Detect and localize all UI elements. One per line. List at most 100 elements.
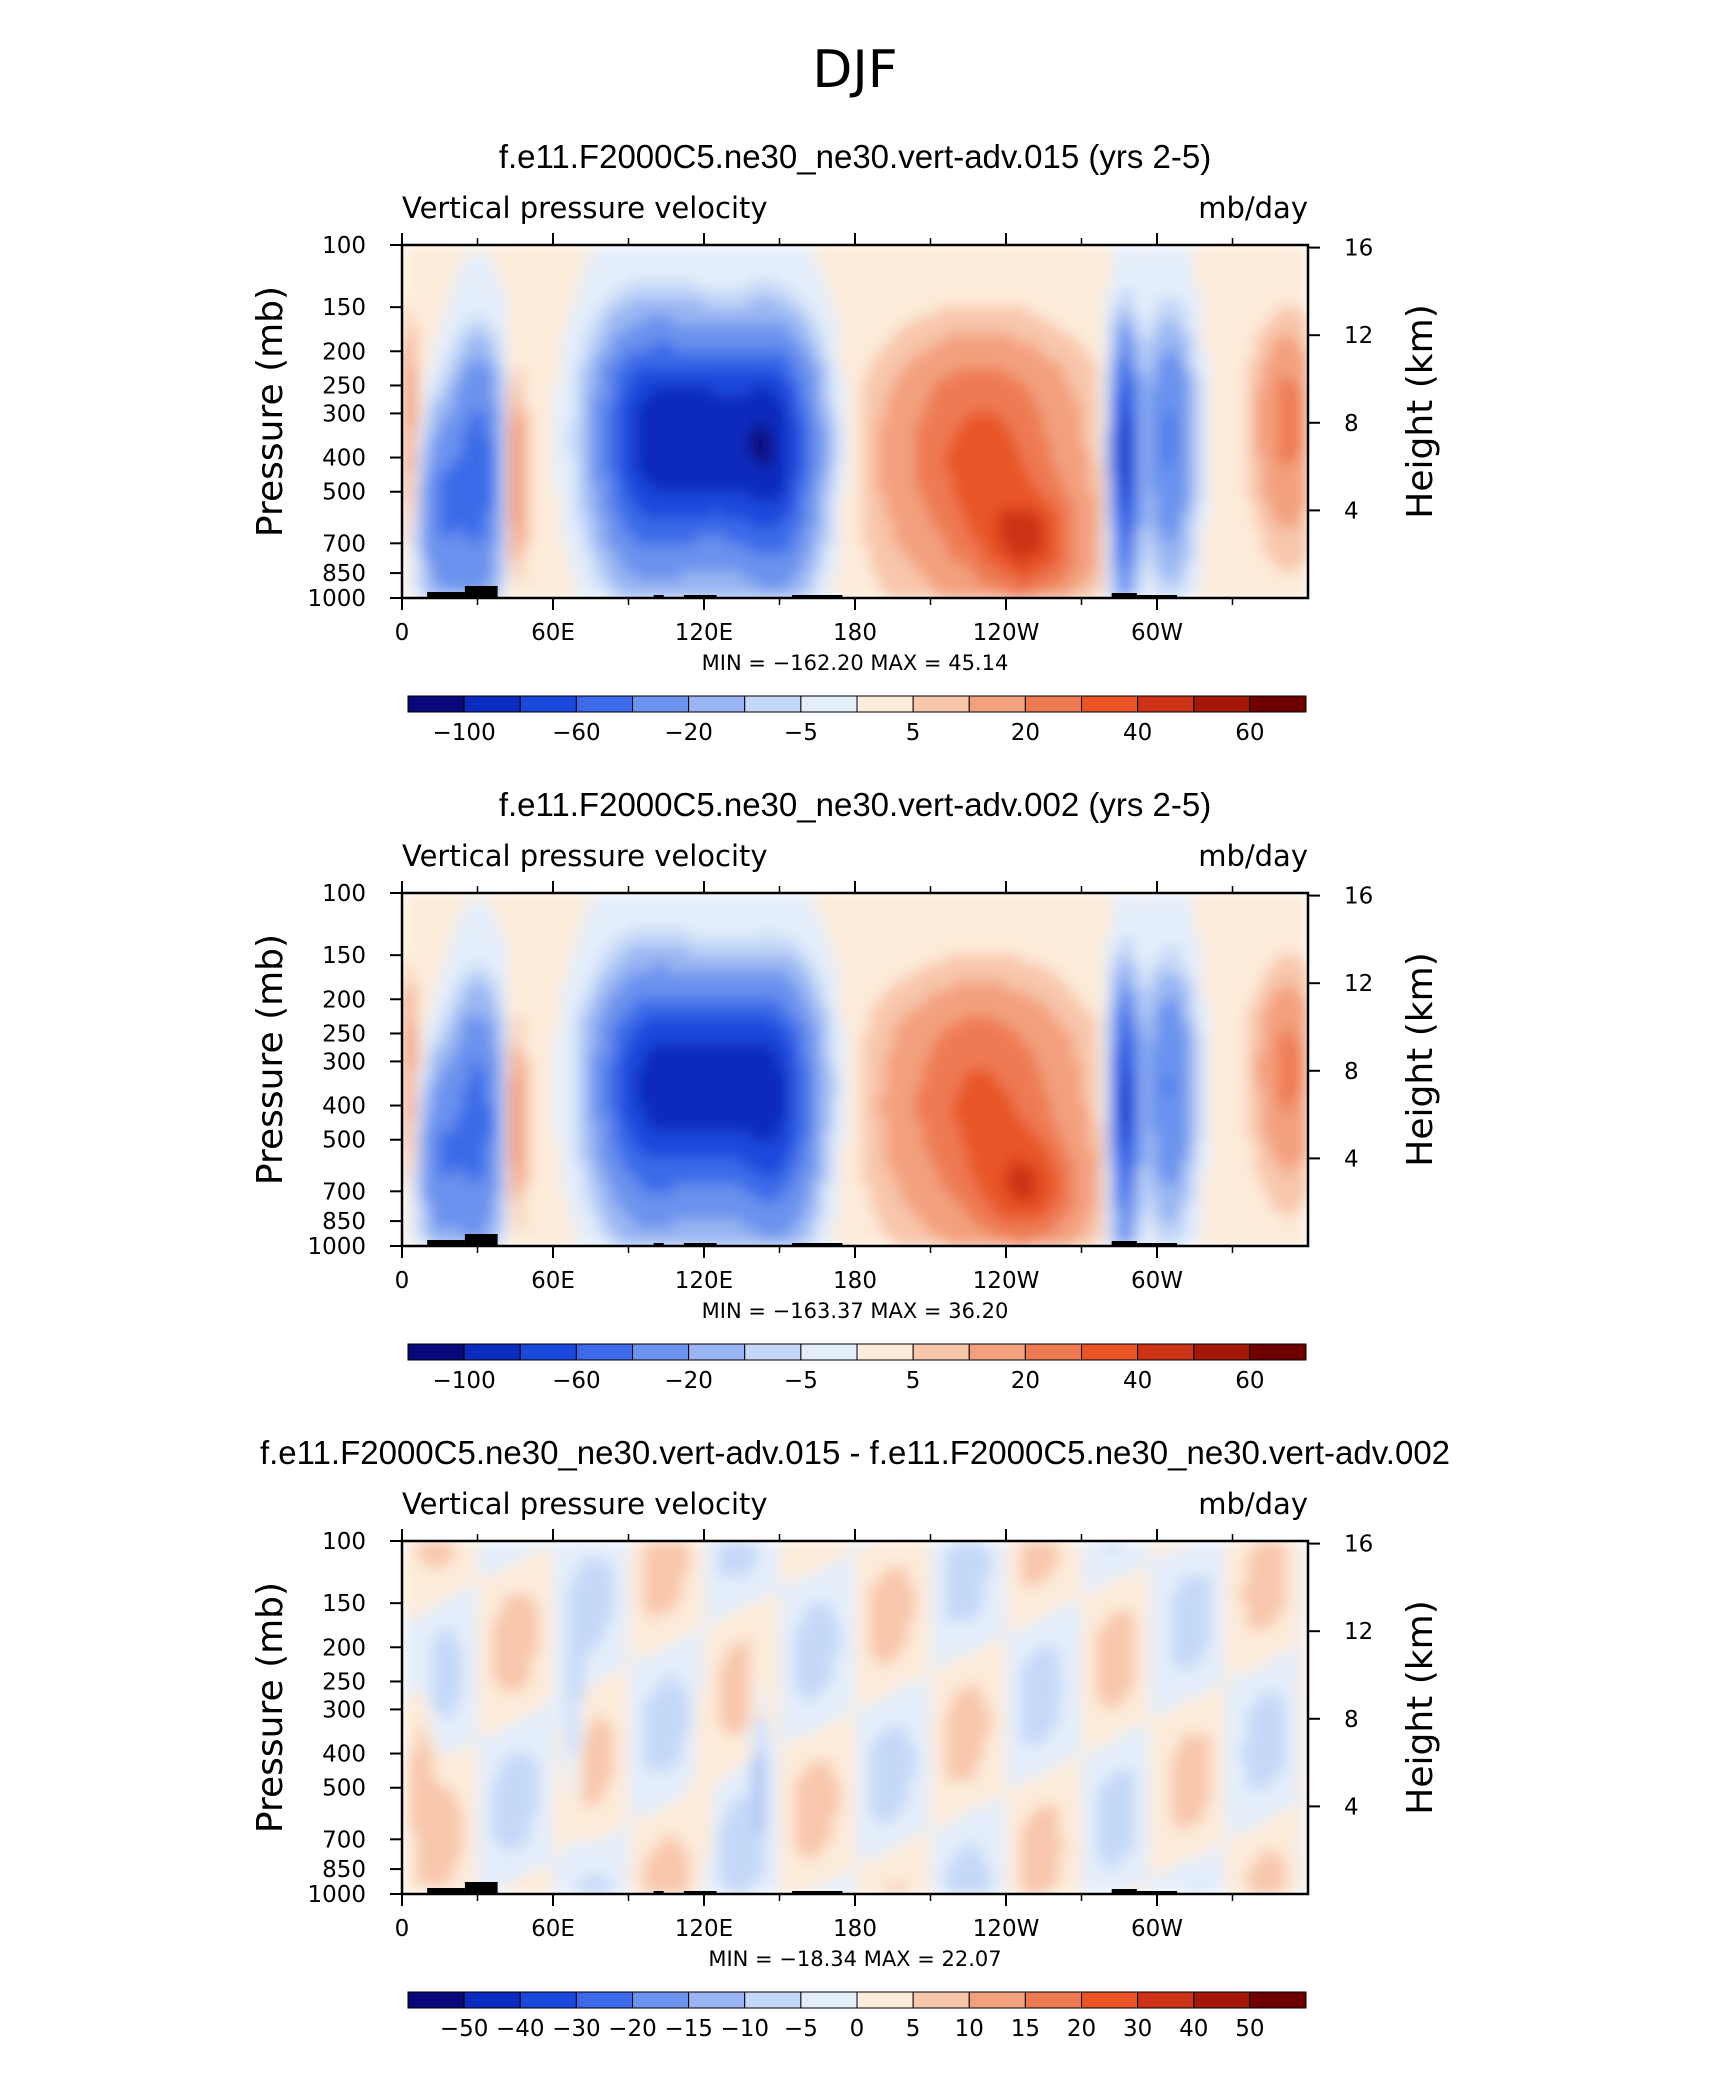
field-cells: [402, 1541, 1308, 1894]
x-tick-label: 0: [395, 1916, 410, 1942]
y-tick-label: 700: [322, 531, 366, 557]
x-tick-label: 60W: [1131, 620, 1183, 646]
y-tick-label: 700: [322, 1827, 366, 1853]
y-tick-label: 500: [322, 1776, 366, 1802]
colorbar-label: 0: [850, 2016, 865, 2042]
field-cells: [402, 893, 1308, 1246]
y-tick-label: 100: [322, 233, 366, 259]
y-tick-label: 200: [322, 987, 366, 1013]
topography: [427, 1234, 1178, 1246]
panel-1: f.e11.F2000C5.ne30_ne30.vert-adv.015 (yr…: [250, 138, 1441, 746]
x-tick-label: 120E: [675, 620, 733, 646]
colorbar-label: −5: [784, 1368, 818, 1394]
y-tick-label: 500: [322, 1128, 366, 1154]
y-tick-label: 200: [322, 339, 366, 365]
colorbar-label: 20: [1011, 1368, 1040, 1394]
topography: [427, 1882, 1178, 1894]
variable-label: Vertical pressure velocity: [402, 1487, 768, 1521]
x-tick-label: 60W: [1131, 1268, 1183, 1294]
colorbar: −100 −60 −20 −5 5 20 40 60: [407, 695, 1307, 746]
colorbar-label: −15: [664, 2016, 713, 2042]
colorbar-label: −60: [552, 720, 601, 746]
colorbar-label: 10: [955, 2016, 984, 2042]
y-tick-label: 300: [322, 1697, 366, 1723]
colorbar-label: −20: [608, 2016, 657, 2042]
y2-tick-label: 16: [1344, 236, 1373, 262]
y2-axis-label: Height (km): [1400, 304, 1441, 518]
y-tick-label: 250: [322, 1669, 366, 1695]
panel-title: f.e11.F2000C5.ne30_ne30.vert-adv.015 - f…: [260, 1434, 1450, 1471]
colorbar: −100 −60 −20 −5 5 20 40 60: [407, 1343, 1307, 1394]
y-tick-label: 850: [322, 1209, 366, 1235]
y-tick-label: 850: [322, 1857, 366, 1883]
x-tick-label: 180: [833, 1268, 877, 1294]
colorbar-label: 20: [1067, 2016, 1096, 2042]
y-tick-label: 400: [322, 446, 366, 472]
variable-label: Vertical pressure velocity: [402, 191, 768, 225]
y-tick-label: 100: [322, 881, 366, 907]
figure-title: DJF: [812, 40, 898, 100]
y2-tick-label: 8: [1344, 1059, 1359, 1085]
y-tick-label: 150: [322, 943, 366, 969]
y2-tick-label: 8: [1344, 411, 1359, 437]
y-tick-label: 850: [322, 561, 366, 587]
colorbar-label: −100: [433, 720, 496, 746]
y-tick-label: 1000: [307, 586, 366, 612]
y2-tick-label: 16: [1344, 884, 1373, 910]
colorbar-label: −60: [552, 1368, 601, 1394]
x-tick-label: 60E: [531, 1268, 575, 1294]
panel-3: f.e11.F2000C5.ne30_ne30.vert-adv.015 - f…: [250, 1434, 1450, 2042]
topography: [427, 586, 1178, 598]
y-tick-label: 100: [322, 1529, 366, 1555]
colorbar-label: −5: [784, 2016, 818, 2042]
y-tick-label: 150: [322, 295, 366, 321]
colorbar-label: 50: [1235, 2016, 1264, 2042]
y2-axis-label: Height (km): [1400, 952, 1441, 1166]
y2-tick-label: 12: [1344, 971, 1373, 997]
units-label: mb/day: [1198, 191, 1308, 225]
y-tick-label: 700: [322, 1179, 366, 1205]
colorbar-label: 40: [1179, 2016, 1208, 2042]
units-label: mb/day: [1198, 1487, 1308, 1521]
y-axis-label: Pressure (mb): [250, 934, 291, 1185]
y-tick-label: 300: [322, 1049, 366, 1075]
panel-title: f.e11.F2000C5.ne30_ne30.vert-adv.015 (yr…: [499, 138, 1211, 175]
colorbar-label: 15: [1011, 2016, 1040, 2042]
colorbar: −50 −40 −30 −20 −15 −10 −5 0 5 10 15 20 30 40 50: [407, 1991, 1307, 2042]
y2-tick-label: 12: [1344, 1619, 1373, 1645]
colorbar-label: −40: [496, 2016, 545, 2042]
units-label: mb/day: [1198, 839, 1308, 873]
x-tick-label: 120W: [973, 1268, 1040, 1294]
y2-tick-label: 12: [1344, 323, 1373, 349]
y2-tick-label: 4: [1344, 1794, 1359, 1820]
y-tick-label: 1000: [307, 1882, 366, 1908]
colorbar-label: 60: [1235, 720, 1264, 746]
y-tick-label: 300: [322, 401, 366, 427]
min-max-stats: MIN = −18.34 MAX = 22.07: [708, 1947, 1001, 1971]
x-tick-label: 60W: [1131, 1916, 1183, 1942]
colorbar-label: −50: [440, 2016, 489, 2042]
x-tick-label: 0: [395, 1268, 410, 1294]
colorbar-label: −30: [552, 2016, 601, 2042]
field-cells: [402, 245, 1308, 598]
y2-tick-label: 8: [1344, 1707, 1359, 1733]
colorbar-label: 40: [1123, 720, 1152, 746]
y-axis-label: Pressure (mb): [250, 286, 291, 537]
colorbar-label: 5: [906, 720, 921, 746]
x-tick-label: 120W: [973, 1916, 1040, 1942]
x-tick-label: 180: [833, 1916, 877, 1942]
panel-title: f.e11.F2000C5.ne30_ne30.vert-adv.002 (yr…: [499, 786, 1211, 823]
y-tick-label: 400: [322, 1742, 366, 1768]
x-tick-label: 180: [833, 620, 877, 646]
x-tick-label: 120W: [973, 620, 1040, 646]
y2-tick-label: 4: [1344, 498, 1359, 524]
colorbar-label: −10: [720, 2016, 769, 2042]
y-tick-label: 200: [322, 1635, 366, 1661]
y2-axis-label: Height (km): [1400, 1600, 1441, 1814]
colorbar-label: 20: [1011, 720, 1040, 746]
x-tick-label: 120E: [675, 1268, 733, 1294]
y2-tick-label: 4: [1344, 1146, 1359, 1172]
y-axis-label: Pressure (mb): [250, 1582, 291, 1833]
y2-tick-label: 16: [1344, 1532, 1373, 1558]
